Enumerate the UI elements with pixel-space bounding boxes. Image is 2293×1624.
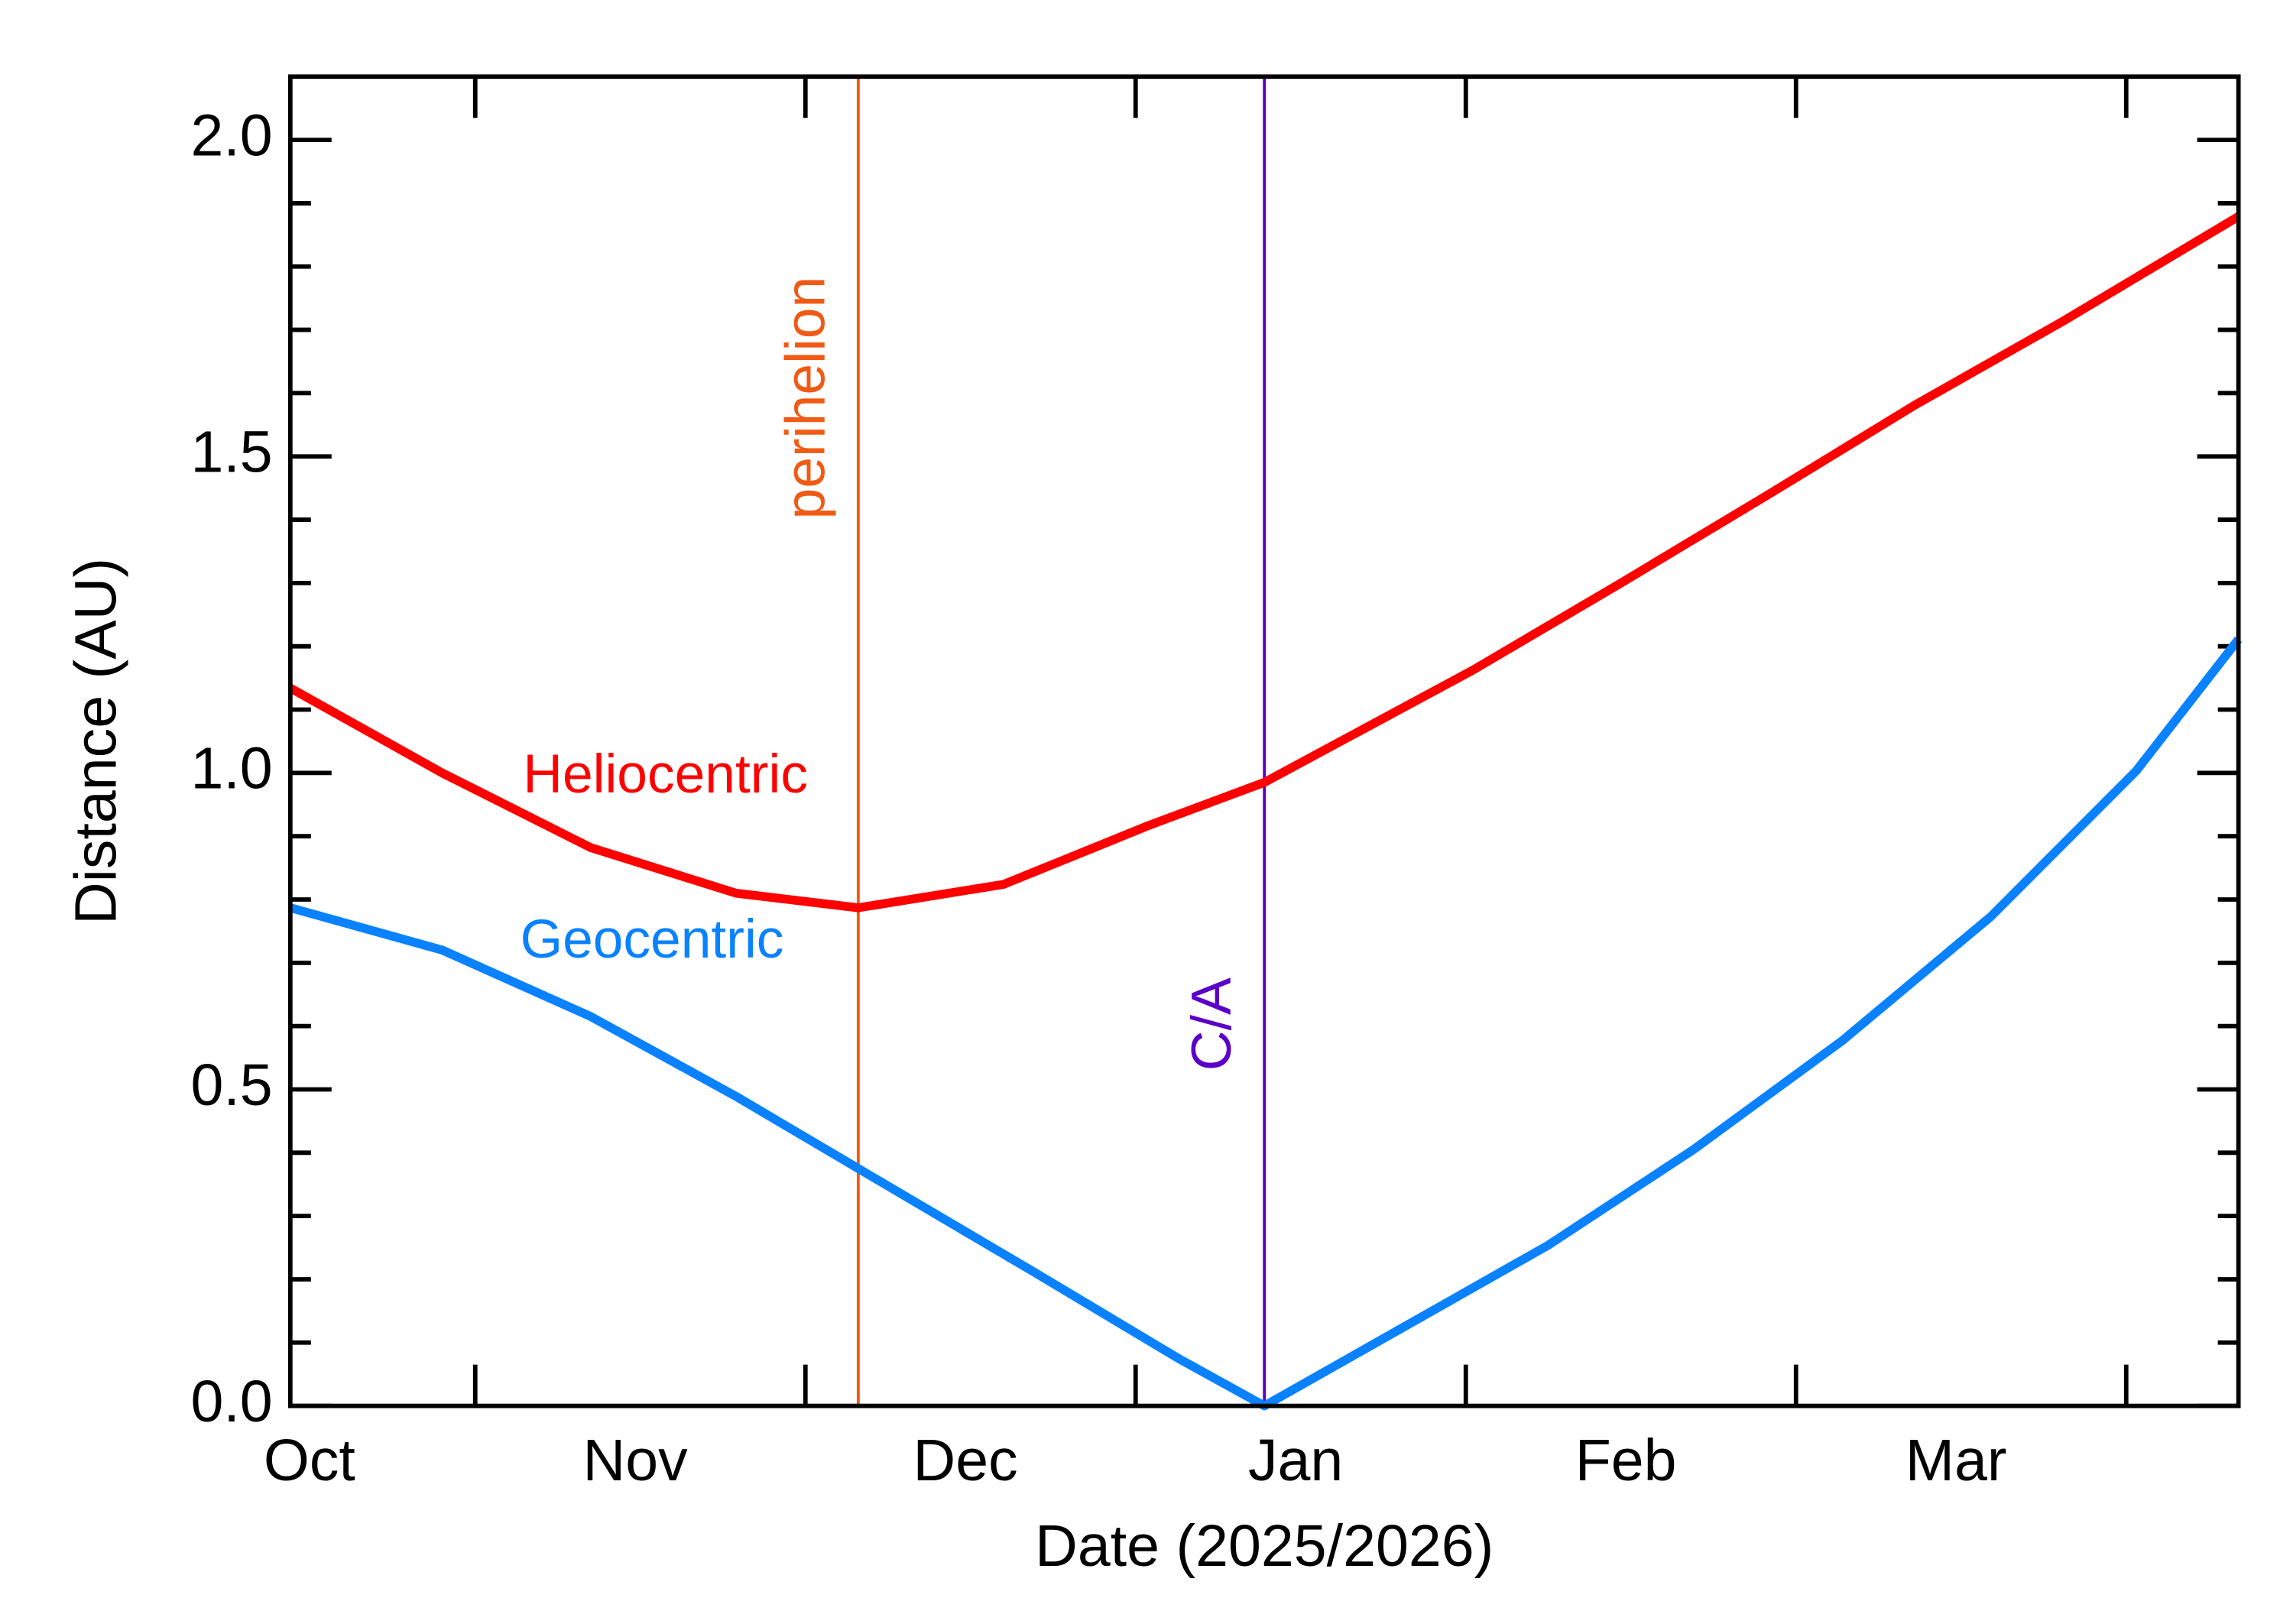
annotation-label: C/A [1180,977,1243,1071]
x-tick-label: Mar [1905,1428,2007,1493]
y-tick-label: 2.0 [190,102,272,168]
annotation-label: perihelion [774,277,837,520]
x-tick-label: Jan [1248,1428,1343,1493]
y-axis-title: Distance (AU) [63,558,128,925]
series-line [287,212,2241,912]
y-tick-label: 1.5 [190,420,272,485]
x-tick-label: Feb [1575,1428,1677,1493]
y-tick-label: 1.0 [190,736,272,802]
x-tick-label: Dec [913,1428,1018,1493]
x-tick-label: Oct [264,1428,355,1493]
y-tick-label: 0.5 [190,1052,272,1118]
legend-label: Heliocentric [523,744,808,805]
legend-label: Geocentric [521,909,784,970]
plot-frame [287,74,2241,1408]
x-tick-label: Nov [583,1428,689,1493]
x-axis-title: Date (2025/2026) [1035,1513,1494,1579]
y-tick-label: 0.0 [190,1369,272,1434]
